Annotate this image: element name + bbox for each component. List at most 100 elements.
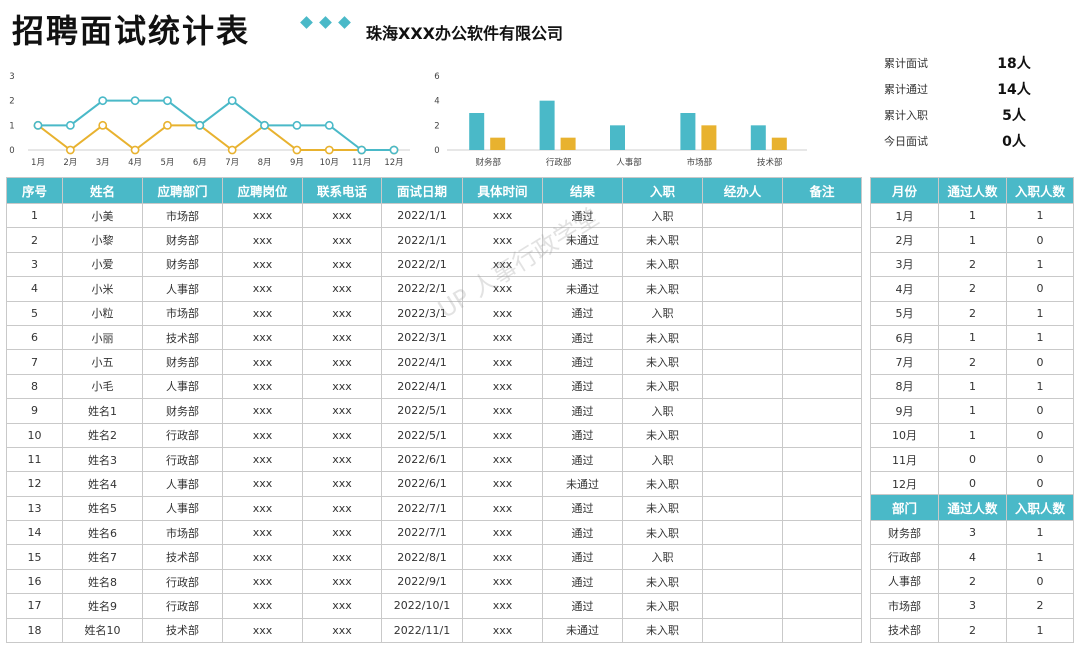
table-cell[interactable]: 8月 bbox=[870, 373, 939, 400]
table-cell[interactable]: 姓名3 bbox=[62, 446, 143, 473]
table-cell[interactable]: 1月 bbox=[870, 202, 939, 229]
table-cell[interactable]: 姓名9 bbox=[62, 593, 143, 619]
table-cell[interactable]: 2022/4/1 bbox=[381, 349, 463, 375]
table-cell[interactable]: 人事部 bbox=[142, 495, 223, 522]
table-cell[interactable]: 通过 bbox=[542, 568, 623, 595]
table-cell[interactable]: 1 bbox=[1006, 373, 1074, 400]
table-cell[interactable]: xxx bbox=[462, 471, 543, 497]
table-cell[interactable]: 5月 bbox=[870, 300, 939, 326]
table-cell[interactable]: 通过 bbox=[542, 544, 623, 570]
table-cell[interactable]: xxx bbox=[302, 251, 382, 278]
table-cell[interactable] bbox=[782, 617, 862, 644]
table-cell[interactable]: 姓名6 bbox=[62, 520, 143, 546]
table-cell[interactable]: 0 bbox=[1006, 568, 1074, 595]
table-cell[interactable]: 姓名7 bbox=[62, 544, 143, 570]
table-cell[interactable]: 4 bbox=[6, 276, 63, 302]
table-cell[interactable]: 小粒 bbox=[62, 300, 143, 326]
table-cell[interactable]: 未入职 bbox=[622, 276, 703, 302]
table-cell[interactable]: 通过 bbox=[542, 398, 623, 424]
month-header-cell[interactable]: 入职人数 bbox=[1006, 177, 1074, 204]
table-cell[interactable]: xxx bbox=[302, 471, 382, 497]
table-cell[interactable]: 9 bbox=[6, 398, 63, 424]
table-cell[interactable] bbox=[702, 471, 783, 497]
table-cell[interactable]: 10月 bbox=[870, 422, 939, 448]
table-cell[interactable]: 2 bbox=[1006, 593, 1074, 619]
table-cell[interactable]: xxx bbox=[462, 300, 543, 326]
table-cell[interactable]: 通过 bbox=[542, 520, 623, 546]
table-cell[interactable]: xxx bbox=[462, 398, 543, 424]
table-cell[interactable]: xxx bbox=[222, 544, 303, 570]
table-cell[interactable]: xxx bbox=[302, 495, 382, 522]
table-cell[interactable]: 2 bbox=[6, 227, 63, 253]
table-cell[interactable] bbox=[782, 495, 862, 522]
table-cell[interactable]: xxx bbox=[302, 300, 382, 326]
table-cell[interactable]: xxx bbox=[462, 544, 543, 570]
table-cell[interactable]: 姓名4 bbox=[62, 471, 143, 497]
table-cell[interactable]: 11月 bbox=[870, 446, 939, 473]
table-cell[interactable]: 通过 bbox=[542, 495, 623, 522]
table-cell[interactable]: 0 bbox=[938, 446, 1007, 473]
table-cell[interactable]: xxx bbox=[302, 276, 382, 302]
main-header-cell[interactable]: 结果 bbox=[542, 177, 623, 204]
table-cell[interactable]: 1 bbox=[1006, 300, 1074, 326]
table-cell[interactable]: 未通过 bbox=[542, 471, 623, 497]
table-cell[interactable]: xxx bbox=[462, 227, 543, 253]
table-cell[interactable]: 小米 bbox=[62, 276, 143, 302]
table-cell[interactable]: xxx bbox=[462, 324, 543, 351]
table-cell[interactable]: xxx bbox=[222, 349, 303, 375]
table-cell[interactable] bbox=[782, 398, 862, 424]
table-cell[interactable]: 3月 bbox=[870, 251, 939, 278]
table-cell[interactable] bbox=[782, 349, 862, 375]
table-cell[interactable]: 4 bbox=[938, 544, 1007, 570]
table-cell[interactable] bbox=[702, 324, 783, 351]
table-cell[interactable]: 1 bbox=[938, 422, 1007, 448]
table-cell[interactable] bbox=[702, 446, 783, 473]
table-cell[interactable]: 2022/10/1 bbox=[381, 593, 463, 619]
table-cell[interactable]: 2 bbox=[938, 568, 1007, 595]
table-cell[interactable]: xxx bbox=[302, 617, 382, 644]
table-cell[interactable]: 1 bbox=[1006, 519, 1074, 546]
table-cell[interactable]: 通过 bbox=[542, 373, 623, 400]
table-cell[interactable]: 未入职 bbox=[622, 520, 703, 546]
table-cell[interactable]: 入职 bbox=[622, 398, 703, 424]
table-cell[interactable]: 2022/1/1 bbox=[381, 227, 463, 253]
table-cell[interactable]: xxx bbox=[462, 495, 543, 522]
table-cell[interactable]: xxx bbox=[222, 202, 303, 229]
table-cell[interactable] bbox=[782, 276, 862, 302]
table-cell[interactable]: 3 bbox=[938, 593, 1007, 619]
table-cell[interactable]: xxx bbox=[462, 617, 543, 644]
table-cell[interactable]: xxx bbox=[462, 568, 543, 595]
table-cell[interactable]: xxx bbox=[302, 202, 382, 229]
table-cell[interactable]: xxx bbox=[222, 593, 303, 619]
table-cell[interactable] bbox=[782, 227, 862, 253]
table-cell[interactable]: 15 bbox=[6, 544, 63, 570]
table-cell[interactable]: 8 bbox=[6, 373, 63, 400]
table-cell[interactable]: 2022/3/1 bbox=[381, 324, 463, 351]
table-cell[interactable] bbox=[782, 568, 862, 595]
table-cell[interactable]: 通过 bbox=[542, 251, 623, 278]
table-cell[interactable] bbox=[782, 202, 862, 229]
table-cell[interactable] bbox=[702, 495, 783, 522]
table-cell[interactable]: 2022/7/1 bbox=[381, 495, 463, 522]
table-cell[interactable] bbox=[702, 276, 783, 302]
table-cell[interactable]: 3 bbox=[6, 251, 63, 278]
table-cell[interactable]: xxx bbox=[222, 617, 303, 644]
table-cell[interactable] bbox=[702, 373, 783, 400]
table-cell[interactable]: xxx bbox=[222, 276, 303, 302]
table-cell[interactable]: 行政部 bbox=[870, 544, 939, 570]
table-cell[interactable]: xxx bbox=[222, 422, 303, 448]
table-cell[interactable]: 财务部 bbox=[142, 349, 223, 375]
table-cell[interactable]: 通过 bbox=[542, 593, 623, 619]
table-cell[interactable]: xxx bbox=[302, 324, 382, 351]
table-cell[interactable]: xxx bbox=[302, 568, 382, 595]
table-cell[interactable]: 未入职 bbox=[622, 227, 703, 253]
table-cell[interactable]: 市场部 bbox=[142, 520, 223, 546]
table-cell[interactable]: xxx bbox=[462, 251, 543, 278]
table-cell[interactable]: 17 bbox=[6, 593, 63, 619]
table-cell[interactable]: 2022/3/1 bbox=[381, 300, 463, 326]
table-cell[interactable]: 2022/8/1 bbox=[381, 544, 463, 570]
table-cell[interactable]: 未入职 bbox=[622, 324, 703, 351]
table-cell[interactable]: 未入职 bbox=[622, 471, 703, 497]
table-cell[interactable]: 入职 bbox=[622, 300, 703, 326]
table-cell[interactable]: xxx bbox=[302, 349, 382, 375]
